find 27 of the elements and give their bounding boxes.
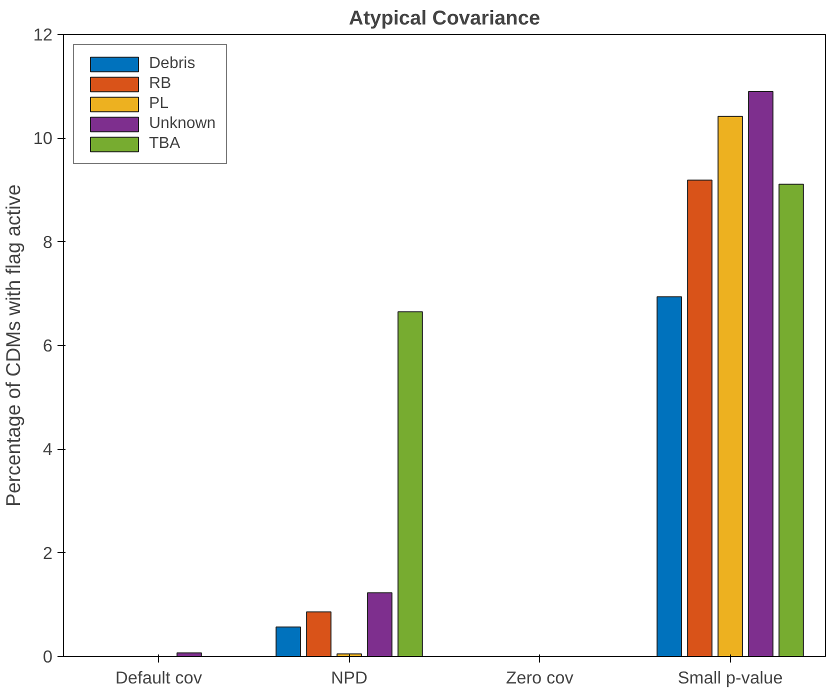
y-tick-label: 10 xyxy=(33,128,53,148)
x-tick-label: Zero cov xyxy=(506,668,574,688)
bar xyxy=(778,184,804,656)
bar xyxy=(276,626,301,656)
y-tick-label: 8 xyxy=(42,232,53,252)
chart-title: Atypical Covariance xyxy=(348,8,540,30)
bar xyxy=(656,296,682,656)
legend-label: Debris xyxy=(149,55,196,73)
legend-label: TBA xyxy=(149,135,180,153)
y-tick-label: 2 xyxy=(42,542,53,563)
y-tick-label: 6 xyxy=(42,336,53,356)
bar xyxy=(367,592,392,656)
legend-label: PL xyxy=(149,95,169,113)
y-tick-label: 0 xyxy=(42,646,53,666)
y-tick-label: 12 xyxy=(33,24,53,44)
bar xyxy=(748,91,774,656)
x-tick-label: NPD xyxy=(330,668,368,688)
x-tick-label: Default cov xyxy=(115,668,202,688)
y-axis-title: Percentage of CDMs with flag active xyxy=(3,184,26,507)
y-tick-label: 4 xyxy=(42,439,53,460)
bar xyxy=(306,611,332,656)
bar xyxy=(687,180,712,656)
legend-label: RB xyxy=(149,75,172,93)
legend-label: Unknown xyxy=(149,115,216,133)
bar xyxy=(718,116,743,656)
x-tick-label: Small p-value xyxy=(678,668,783,688)
bar xyxy=(398,311,423,656)
